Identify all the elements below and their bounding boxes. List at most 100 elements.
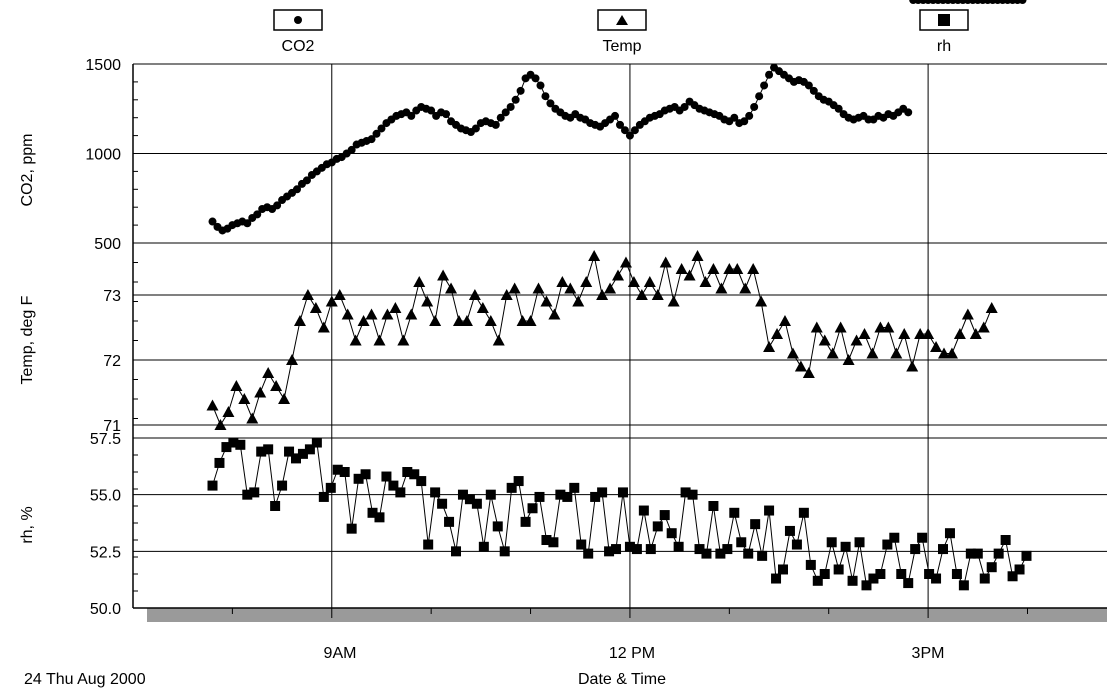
point-rh-68: [680, 487, 691, 498]
point-co2-121: [809, 86, 818, 95]
point-temp-64: [715, 282, 728, 294]
point-rh-48: [541, 535, 552, 545]
point-co2-82: [616, 120, 624, 129]
point-rh-35: [451, 546, 462, 557]
date-label: 24 Thu Aug 2000: [24, 671, 146, 688]
point-rh-78: [750, 519, 761, 530]
point-rh-80: [764, 505, 775, 516]
point-temp-91: [930, 341, 943, 352]
point-temp-36: [492, 334, 505, 346]
point-rh-106: [944, 528, 955, 539]
point-rh-26: [388, 480, 399, 491]
point-co2-126: [834, 104, 843, 113]
point-co2-105: [730, 113, 739, 122]
point-rh-113: [993, 548, 1004, 559]
point-rh-2: [221, 442, 232, 453]
point-rh-107: [951, 569, 962, 579]
point-rh-83: [784, 525, 795, 536]
point-rh-73: [715, 548, 726, 559]
point-co2-68: [546, 99, 555, 108]
point-co2-108: [745, 111, 754, 120]
point-rh-75: [729, 507, 740, 518]
point-rh-71: [701, 548, 712, 559]
point-rh-62: [638, 505, 649, 516]
point-temp-94: [953, 328, 966, 339]
point-temp-89: [914, 328, 927, 339]
point-co2-107: [740, 117, 749, 126]
ylabel-co2: CO2, ppm: [19, 134, 36, 207]
point-temp-59: [675, 263, 688, 274]
point-temp-66: [731, 263, 744, 274]
series-line-0: [212, 66, 909, 232]
point-co2-58: [496, 113, 505, 122]
point-temp-72: [778, 315, 791, 326]
point-temp-45: [564, 282, 577, 294]
point-co2-85: [630, 126, 639, 135]
point-co2-9: [253, 210, 262, 219]
point-rh-39: [478, 541, 489, 552]
point-temp-48: [588, 250, 601, 261]
legend-item-co2[interactable]: CO2: [273, 9, 323, 55]
legend-item-temp[interactable]: Temp: [597, 9, 647, 55]
point-temp-51: [612, 269, 625, 281]
point-temp-79: [834, 321, 847, 333]
point-temp-69: [755, 295, 768, 307]
point-temp-80: [842, 354, 855, 365]
point-temp-34: [476, 302, 489, 313]
point-rh-18: [332, 464, 343, 475]
y-tick-label-p2-0: 50.0: [90, 601, 121, 618]
point-temp-84: [874, 321, 887, 333]
point-rh-94: [861, 580, 872, 591]
point-rh-7: [256, 446, 267, 457]
point-rh-67: [673, 541, 684, 552]
point-temp-28: [429, 315, 442, 326]
point-rh-47: [534, 491, 545, 502]
point-temp-6: [254, 386, 267, 398]
point-co2-32: [367, 135, 376, 144]
point-rh-91: [840, 541, 851, 552]
point-co2-53: [471, 124, 480, 133]
point-temp-20: [365, 308, 378, 320]
point-temp-8: [270, 380, 283, 391]
point-temp-24: [397, 334, 410, 346]
y-tick-label-p2-2: 55.0: [90, 488, 121, 505]
point-rh-58: [611, 544, 622, 555]
point-rh-102: [917, 532, 928, 543]
point-temp-32: [460, 315, 473, 326]
point-rh-43: [506, 482, 517, 493]
point-temp-14: [317, 321, 330, 333]
point-temp-87: [898, 328, 911, 339]
y-tick-label-p2-1: 52.5: [90, 544, 121, 561]
point-rh-11: [284, 446, 295, 457]
point-rh-38: [471, 498, 482, 509]
point-rh-51: [562, 491, 573, 502]
point-temp-56: [651, 289, 664, 300]
point-temp-9: [278, 393, 291, 404]
x-tick-label-12pm: 12 PM: [609, 645, 655, 662]
point-rh-31: [423, 539, 434, 550]
point-rh-72: [708, 501, 719, 511]
point-temp-78: [826, 347, 839, 359]
point-temp-3: [230, 380, 243, 391]
point-co2-60: [506, 102, 515, 111]
point-co2-110: [755, 92, 764, 101]
legend-item-rh[interactable]: rh: [919, 9, 969, 55]
point-temp-53: [627, 276, 640, 287]
point-temp-30: [445, 282, 458, 294]
point-temp-52: [619, 256, 632, 268]
point-temp-55: [643, 276, 656, 287]
point-temp-96: [969, 328, 982, 339]
point-temp-81: [850, 334, 863, 346]
legend-label-co2: CO2: [282, 38, 315, 55]
point-co2-84: [625, 131, 634, 140]
y-tick-label-p2-3: 57.5: [90, 431, 121, 448]
point-rh-110: [972, 548, 983, 559]
point-rh-74: [722, 544, 733, 555]
point-temp-15: [325, 295, 338, 307]
point-rh-66: [666, 528, 677, 539]
point-rh-37: [464, 494, 475, 505]
point-co2-47: [442, 110, 451, 119]
y-tick-label-p0-2: 1500: [85, 57, 121, 74]
point-rh-105: [938, 544, 949, 555]
legend-label-rh: rh: [937, 38, 951, 55]
